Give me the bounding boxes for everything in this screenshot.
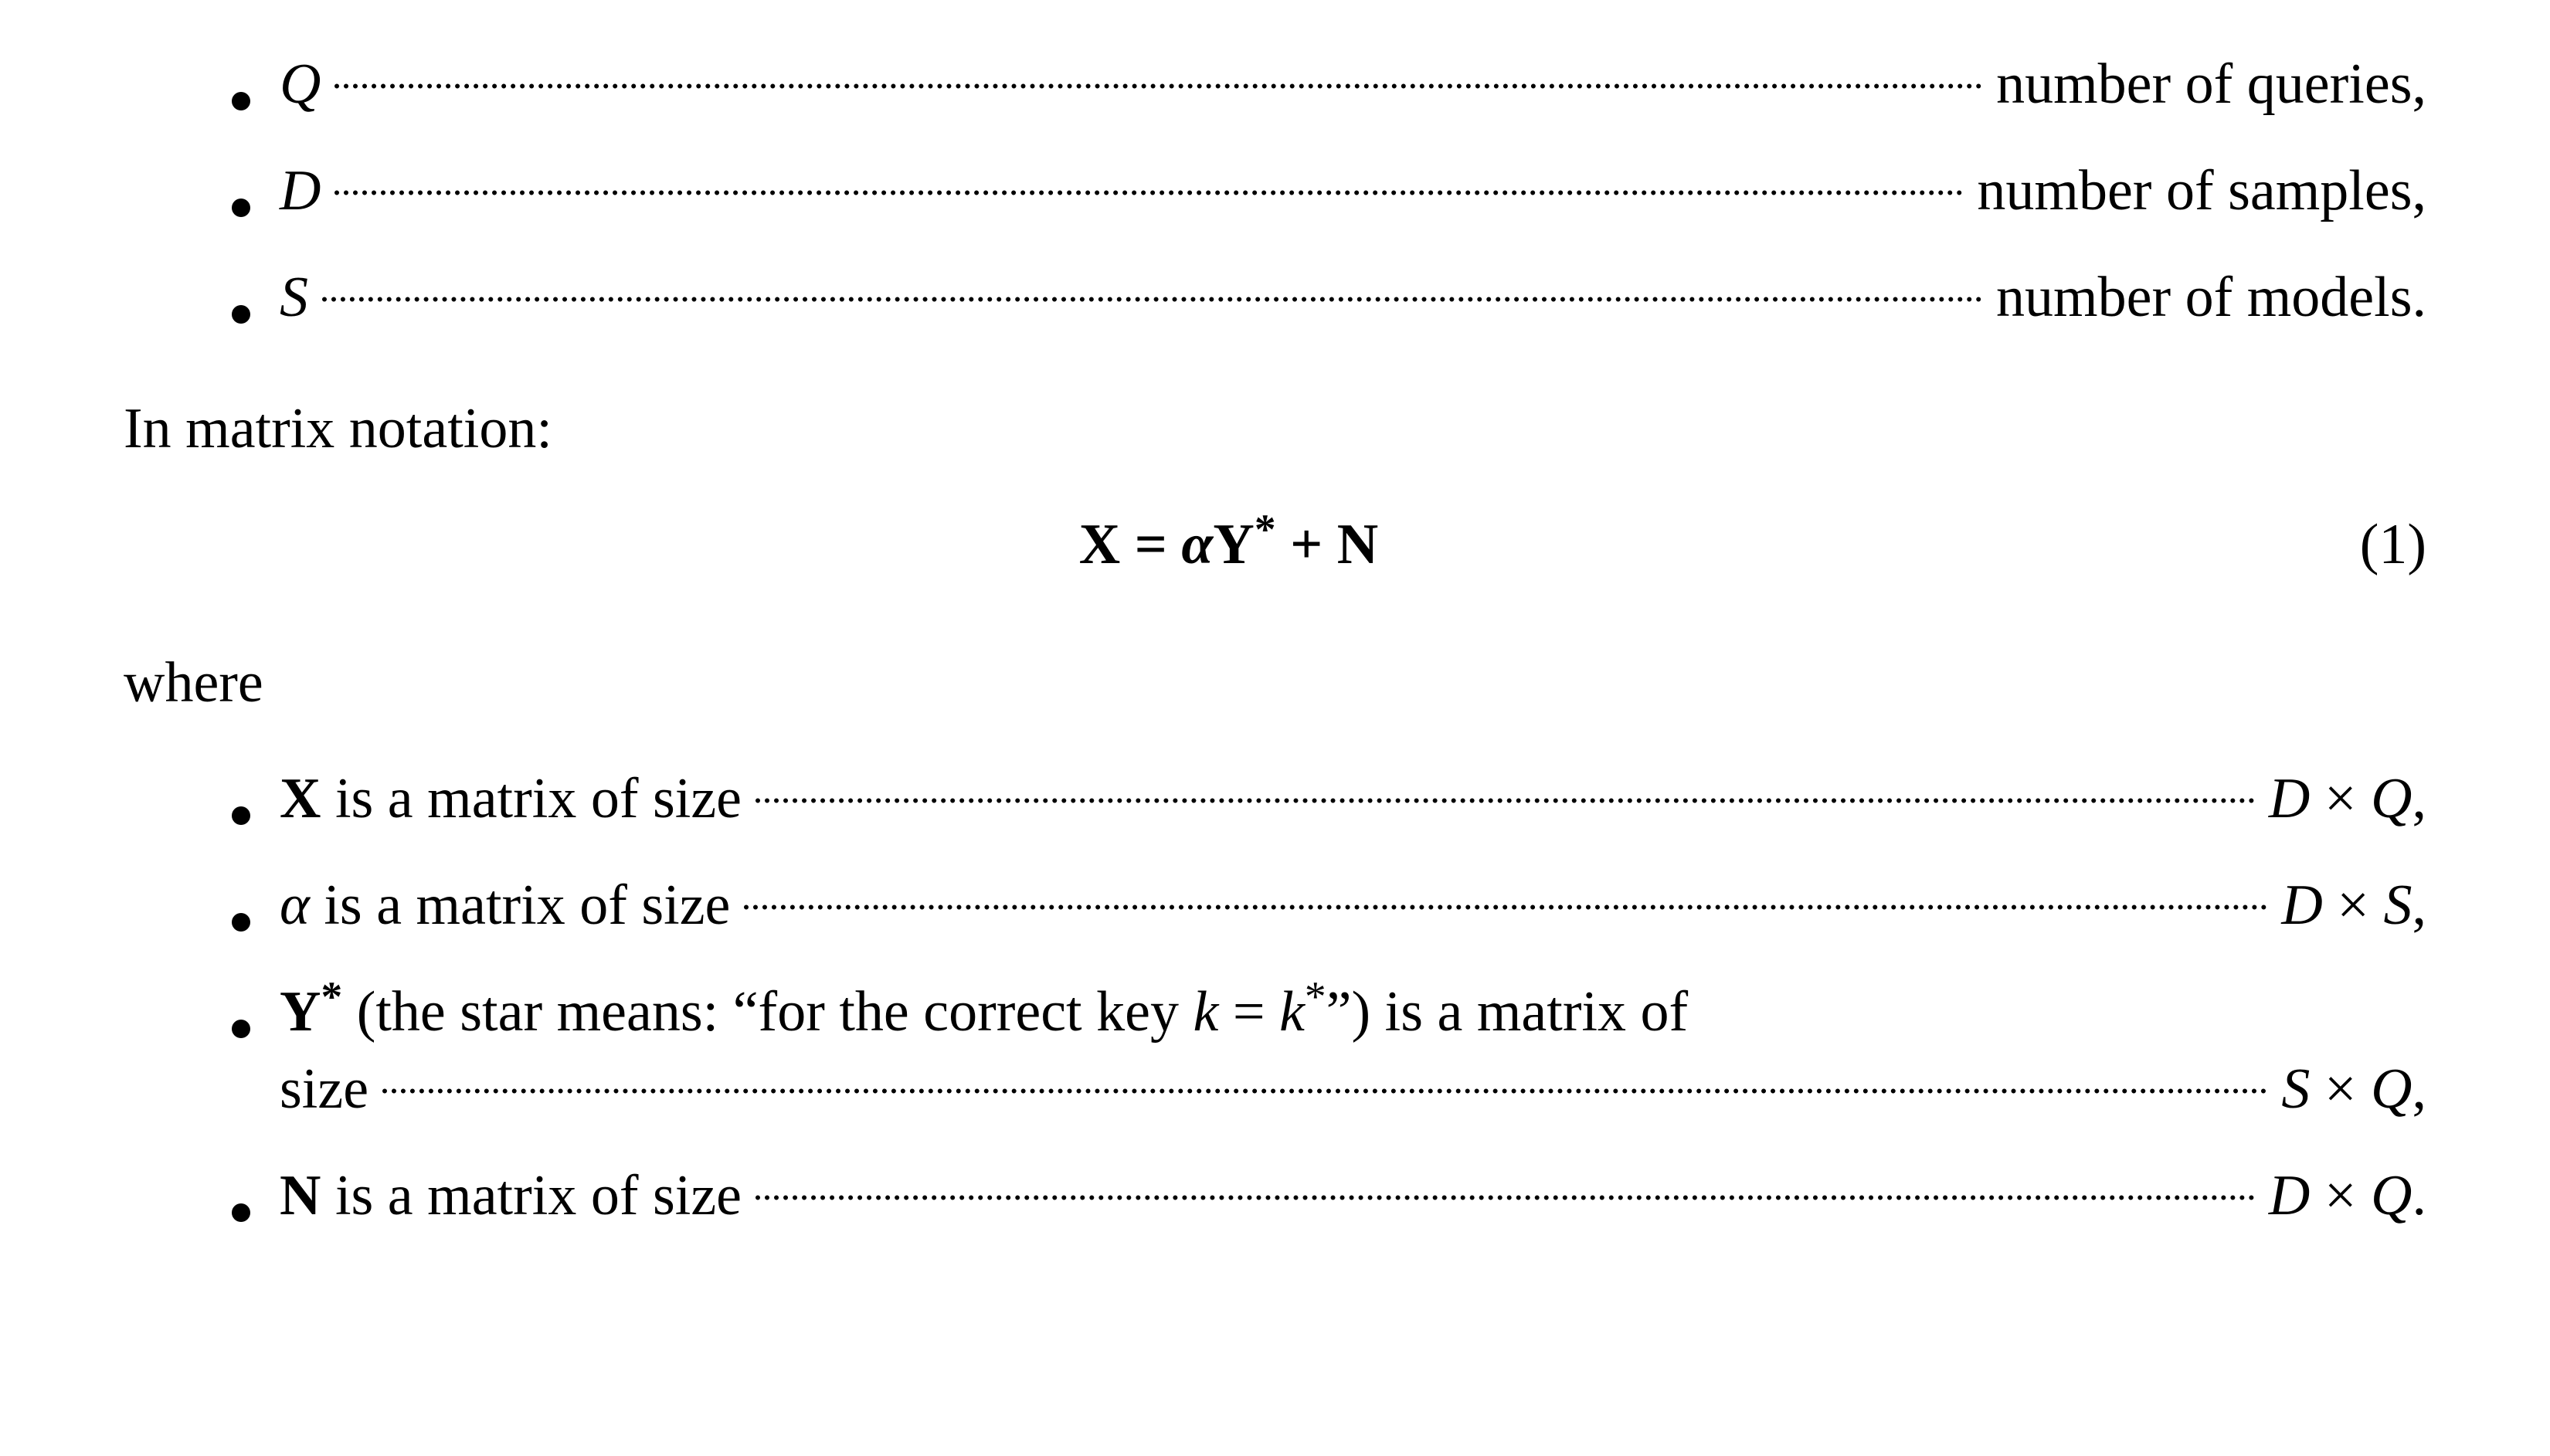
- equation-row: X = αY* + N (1): [124, 507, 2426, 584]
- list-item-body: α is a matrix of size D × S,: [280, 867, 2426, 945]
- list-item-line: size S × Q,: [280, 1051, 2426, 1128]
- list-item-line: Snumber of models.: [280, 260, 2426, 337]
- page: Qnumber of queries, Dnumber of samples, Sn…: [0, 0, 2550, 1456]
- list-item-body: Snumber of models.: [280, 260, 2426, 337]
- list-item-line: X is a matrix of size D × Q,: [280, 761, 2426, 838]
- list-item-lead: X is a matrix of size: [280, 761, 742, 838]
- list-item-description: number of queries,: [1996, 46, 2426, 124]
- list-item: N is a matrix of size D × Q.: [232, 1158, 2426, 1235]
- list-item-body: N is a matrix of size D × Q.: [280, 1158, 2426, 1235]
- dot-leaders: [334, 53, 1982, 89]
- list-item-body: Y* (the star means: “for the correct key…: [280, 974, 2426, 1128]
- bullet-icon: [232, 1203, 250, 1222]
- list-item: X is a matrix of size D × Q,: [232, 761, 2426, 838]
- list-item: Dnumber of samples,: [232, 153, 2426, 230]
- list-item: α is a matrix of size D × S,: [232, 867, 2426, 945]
- bullet-icon: [232, 806, 250, 825]
- list-item-symbol: S: [280, 260, 308, 337]
- list-item-tail: D × S,: [2281, 867, 2426, 945]
- list-item-line: Qnumber of queries,: [280, 46, 2426, 124]
- bullet-icon: [232, 913, 250, 932]
- list-item: Qnumber of queries,: [232, 46, 2426, 124]
- bullet-icon: [232, 199, 250, 217]
- list-item-symbol: D: [280, 153, 321, 230]
- dot-leaders: [755, 1164, 2255, 1200]
- paragraph-matrix-notation: In matrix notation:: [124, 391, 2426, 468]
- dot-leaders: [322, 266, 1982, 302]
- bullet-icon: [232, 92, 250, 110]
- list-item-lead: size: [280, 1051, 368, 1128]
- list-item-line: N is a matrix of size D × Q.: [280, 1158, 2426, 1235]
- dot-leaders: [382, 1057, 2267, 1094]
- list-item-body: X is a matrix of size D × Q,: [280, 761, 2426, 838]
- list-item-tail: D × Q.: [2269, 1158, 2426, 1235]
- bullet-icon: [232, 1020, 250, 1038]
- list-item-description: number of models.: [1996, 260, 2426, 337]
- list-item-body: Qnumber of queries,: [280, 46, 2426, 124]
- list-item-tail: D × Q,: [2269, 761, 2426, 838]
- equation: X = αY* + N: [124, 507, 2334, 584]
- list-2: X is a matrix of size D × Q, α is a matrix…: [124, 761, 2426, 1234]
- list-item-preline: Y* (the star means: “for the correct key…: [280, 974, 2426, 1051]
- list-item: Snumber of models.: [232, 260, 2426, 337]
- list-item-description: number of samples,: [1977, 153, 2426, 230]
- paragraph-where: where: [124, 645, 2426, 722]
- list-item-body: Dnumber of samples,: [280, 153, 2426, 230]
- list-item-lead: α is a matrix of size: [280, 867, 730, 945]
- list-item-tail: S × Q,: [2281, 1051, 2426, 1128]
- dot-leaders: [334, 159, 1963, 195]
- dot-leaders: [755, 767, 2255, 803]
- equation-number: (1): [2334, 507, 2426, 584]
- list-item: Y* (the star means: “for the correct key…: [232, 974, 2426, 1128]
- list-item-symbol: Q: [280, 46, 321, 124]
- list-item-line: α is a matrix of size D × S,: [280, 867, 2426, 945]
- list-item-line: Dnumber of samples,: [280, 153, 2426, 230]
- dot-leaders: [744, 874, 2267, 910]
- list-1: Qnumber of queries, Dnumber of samples, Sn…: [124, 46, 2426, 337]
- list-item-lead: N is a matrix of size: [280, 1158, 742, 1235]
- bullet-icon: [232, 305, 250, 324]
